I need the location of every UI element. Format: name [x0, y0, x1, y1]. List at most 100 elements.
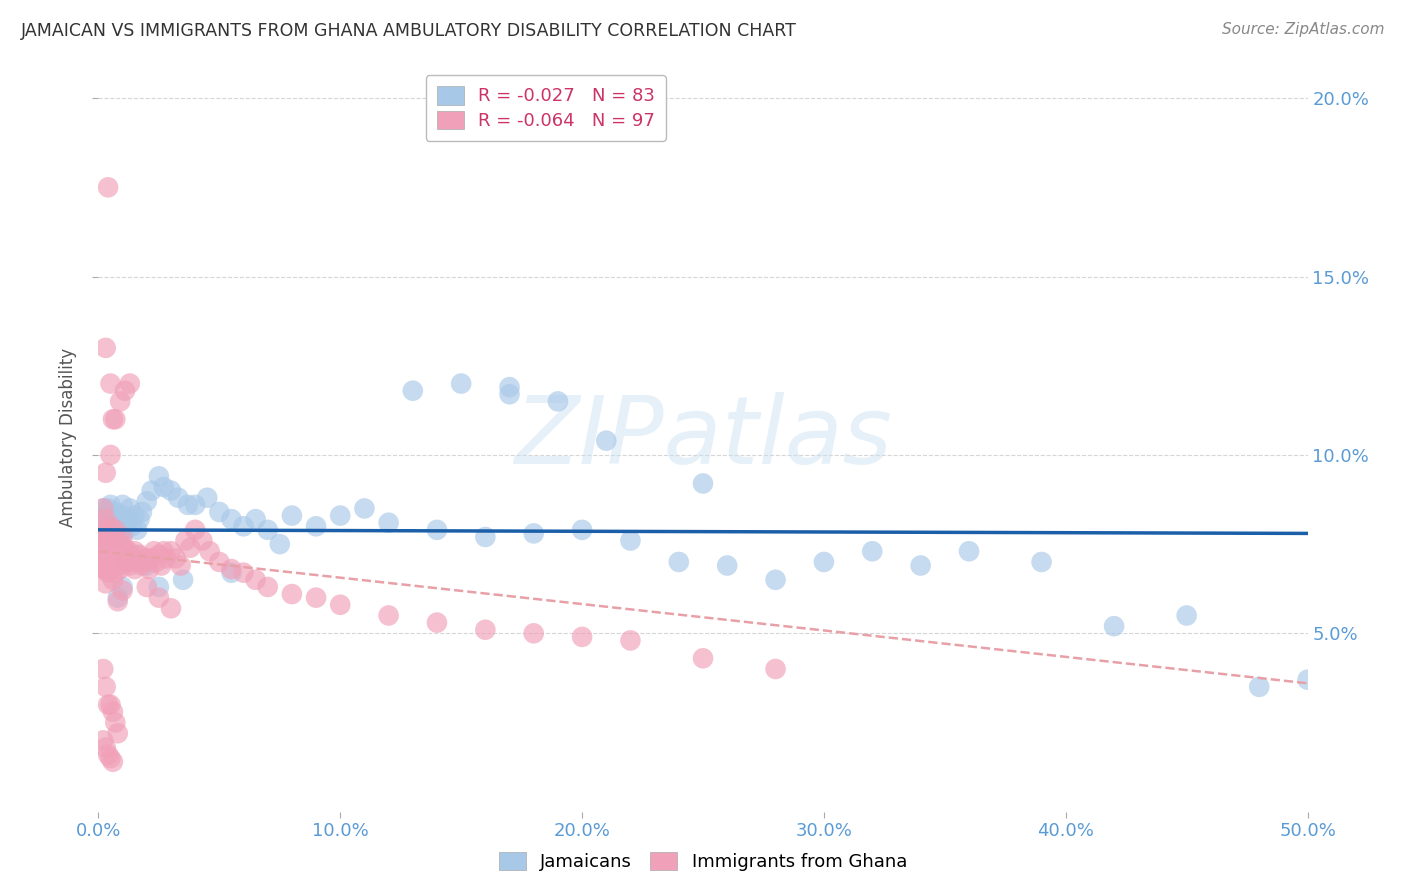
Point [111, 508, 134, 523]
Point [450, 376, 472, 391]
Point [498, 380, 520, 394]
Point [100, 530, 122, 544]
Point [100, 448, 122, 462]
Point [108, 519, 131, 533]
Point [1296, 673, 1319, 687]
Point [184, 523, 207, 537]
Point [523, 626, 546, 640]
Point [117, 555, 139, 569]
Point [1249, 680, 1271, 694]
Point [957, 544, 980, 558]
Point [118, 558, 141, 573]
Text: JAMAICAN VS IMMIGRANTS FROM GHANA AMBULATORY DISABILITY CORRELATION CHART: JAMAICAN VS IMMIGRANTS FROM GHANA AMBULA… [21, 22, 797, 40]
Point [124, 544, 146, 558]
Point [131, 505, 153, 519]
Point [100, 548, 122, 562]
Point [208, 555, 231, 569]
Point [160, 544, 183, 558]
Point [94, 530, 117, 544]
Point [813, 555, 835, 569]
Point [97, 747, 120, 762]
Point [245, 573, 267, 587]
Point [160, 601, 183, 615]
Point [94, 576, 117, 591]
Point [94, 519, 117, 533]
Point [716, 558, 738, 573]
Point [124, 548, 146, 562]
Point [165, 551, 187, 566]
Point [107, 726, 129, 740]
Point [100, 533, 122, 548]
Point [174, 533, 197, 548]
Point [232, 566, 254, 580]
Point [523, 526, 546, 541]
Point [281, 508, 304, 523]
Point [100, 376, 122, 391]
Point [107, 591, 129, 605]
Point [114, 384, 136, 398]
Point [141, 483, 163, 498]
Point [167, 491, 190, 505]
Point [90, 512, 112, 526]
Point [910, 558, 932, 573]
Point [111, 580, 134, 594]
Point [571, 630, 593, 644]
Point [97, 566, 120, 580]
Point [152, 544, 174, 558]
Point [91, 733, 114, 747]
Point [135, 580, 157, 594]
Point [124, 508, 146, 523]
Point [221, 512, 243, 526]
Point [90, 519, 112, 533]
Point [91, 526, 114, 541]
Legend: Jamaicans, Immigrants from Ghana: Jamaicans, Immigrants from Ghana [492, 845, 914, 879]
Point [184, 498, 207, 512]
Point [91, 501, 114, 516]
Text: ZIPatlas: ZIPatlas [515, 392, 891, 483]
Point [353, 501, 375, 516]
Point [97, 698, 120, 712]
Point [107, 512, 129, 526]
Point [97, 523, 120, 537]
Point [269, 537, 291, 551]
Point [104, 412, 127, 426]
Point [90, 523, 112, 537]
Point [104, 715, 127, 730]
Point [547, 394, 569, 409]
Point [595, 434, 617, 448]
Point [94, 740, 117, 755]
Point [91, 662, 114, 676]
Point [101, 541, 124, 555]
Point [97, 501, 120, 516]
Point [619, 533, 641, 548]
Point [108, 537, 131, 551]
Point [121, 519, 143, 533]
Point [135, 494, 157, 508]
Point [107, 533, 129, 548]
Point [90, 537, 112, 551]
Point [152, 480, 174, 494]
Point [221, 562, 243, 576]
Point [128, 512, 150, 526]
Point [256, 523, 278, 537]
Point [104, 566, 127, 580]
Point [148, 580, 170, 594]
Point [155, 551, 177, 566]
Point [91, 526, 114, 541]
Point [114, 541, 136, 555]
Point [692, 651, 714, 665]
Point [94, 548, 117, 562]
Point [172, 573, 194, 587]
Point [118, 501, 141, 516]
Point [101, 412, 124, 426]
Point [97, 537, 120, 551]
Point [426, 523, 449, 537]
Point [100, 751, 122, 765]
Point [104, 505, 127, 519]
Point [117, 512, 139, 526]
Point [619, 633, 641, 648]
Point [107, 544, 129, 558]
Point [305, 591, 328, 605]
Point [118, 548, 141, 562]
Point [94, 341, 117, 355]
